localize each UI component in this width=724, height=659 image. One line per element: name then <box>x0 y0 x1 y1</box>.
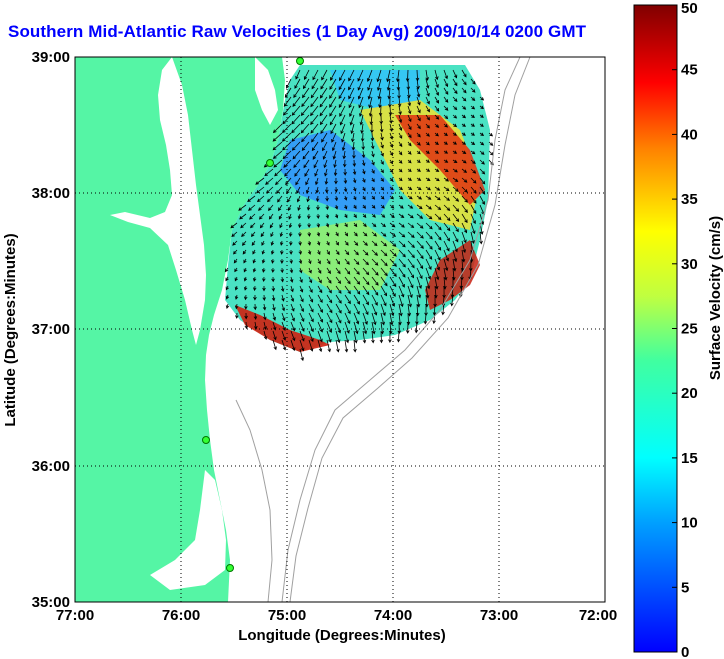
x-tick-label: 77:00 <box>56 607 94 624</box>
colorbar-strip <box>633 4 678 653</box>
radar-site-marker <box>266 159 274 167</box>
velocity-arrows <box>224 69 494 362</box>
radar-sites <box>202 57 304 572</box>
radar-site-marker <box>202 436 210 444</box>
colorbar-tick-label: 5 <box>681 579 689 596</box>
bathymetry-contour <box>281 57 521 602</box>
y-axis-label: Latitude (Degrees:Minutes) <box>2 233 19 426</box>
colorbar-label: Surface Velocity (cm/s) <box>707 216 724 380</box>
y-tick-label: 39:00 <box>32 49 70 66</box>
radar-site-marker <box>226 564 234 572</box>
colorbar-tick-label: 50 <box>681 0 698 17</box>
colorbar-tick-label: 15 <box>681 450 698 467</box>
colorbar-tick-label: 35 <box>681 191 698 208</box>
velocity-red-zone-east <box>425 240 480 310</box>
colorbar-tick-label: 30 <box>681 256 698 273</box>
delaware-bay <box>255 57 278 125</box>
map-title: Southern Mid-Atlantic Raw Velocities (1 … <box>8 22 587 41</box>
y-tick-label: 35:00 <box>32 594 70 611</box>
x-tick-label: 75:00 <box>268 607 306 624</box>
bathymetry-contour-2 <box>289 57 531 602</box>
y-tick-label: 37:00 <box>32 321 70 338</box>
colorbar-tick-label: 10 <box>681 515 698 532</box>
radar-site-marker <box>296 57 304 65</box>
y-tick-label: 36:00 <box>32 458 70 475</box>
velocity-yellow-green-zone <box>300 220 400 290</box>
colorbar-tick-label: 0 <box>681 644 689 659</box>
colorbar-tick-label: 40 <box>681 126 698 143</box>
chesapeake-bay <box>110 57 206 345</box>
colorbar-tick-label: 25 <box>681 321 698 338</box>
x-axis: 77:00 76:00 75:00 74:00 73:00 72:00 Long… <box>56 607 617 644</box>
pamlico-sound <box>150 470 226 590</box>
velocity-red-zone <box>395 115 485 205</box>
colorbar-tick-label: 45 <box>681 62 698 79</box>
y-tick-label: 38:00 <box>32 185 70 202</box>
bathymetry-contour-3 <box>235 399 273 602</box>
colorbar-tick-label: 20 <box>681 385 698 402</box>
x-tick-label: 74:00 <box>374 607 412 624</box>
x-tick-label: 72:00 <box>579 607 617 624</box>
y-axis: 39:00 38:00 37:00 36:00 35:00 Latitude (… <box>2 49 70 611</box>
velocity-arrow-set <box>224 69 494 362</box>
grid-lines <box>75 57 605 602</box>
x-axis-label: Longitude (Degrees:Minutes) <box>238 627 446 644</box>
x-tick-label: 73:00 <box>480 607 518 624</box>
plot-frame <box>74 56 606 603</box>
x-tick-label: 76:00 <box>162 607 200 624</box>
